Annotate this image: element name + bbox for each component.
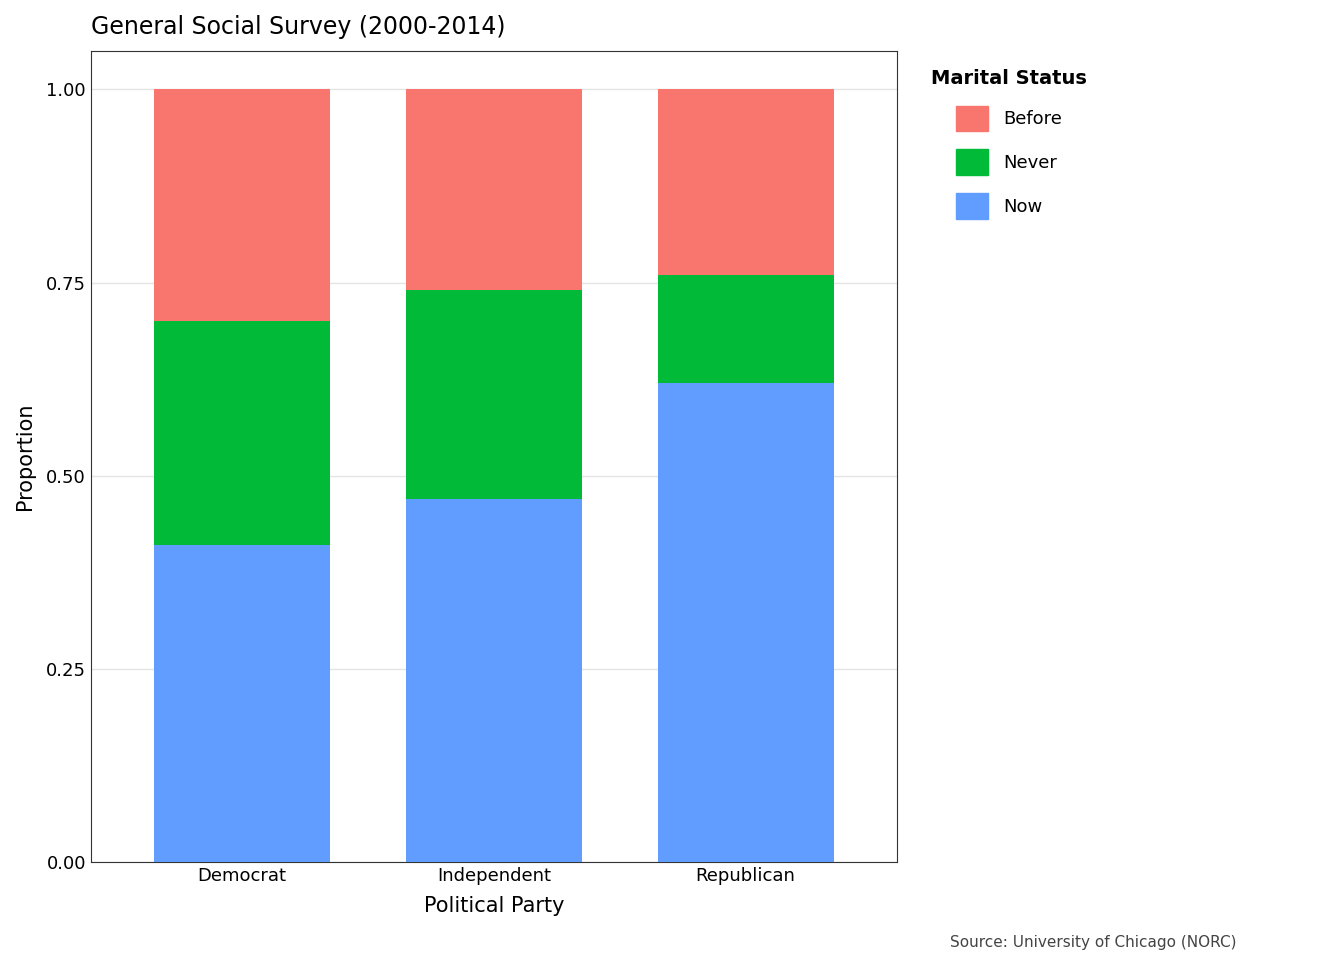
- Bar: [657, 383, 833, 862]
- Legend: Before, Never, Now: Before, Never, Now: [922, 60, 1095, 228]
- Bar: [657, 89, 833, 275]
- Text: General Social Survey (2000-2014): General Social Survey (2000-2014): [91, 15, 505, 39]
- Bar: [155, 89, 331, 322]
- Bar: [406, 290, 582, 499]
- X-axis label: Political Party: Political Party: [423, 897, 564, 916]
- Y-axis label: Proportion: Proportion: [15, 402, 35, 510]
- Bar: [657, 275, 833, 383]
- Text: Source: University of Chicago (NORC): Source: University of Chicago (NORC): [950, 935, 1236, 950]
- Bar: [155, 545, 331, 862]
- Bar: [406, 89, 582, 290]
- Bar: [155, 322, 331, 545]
- Bar: [406, 499, 582, 862]
